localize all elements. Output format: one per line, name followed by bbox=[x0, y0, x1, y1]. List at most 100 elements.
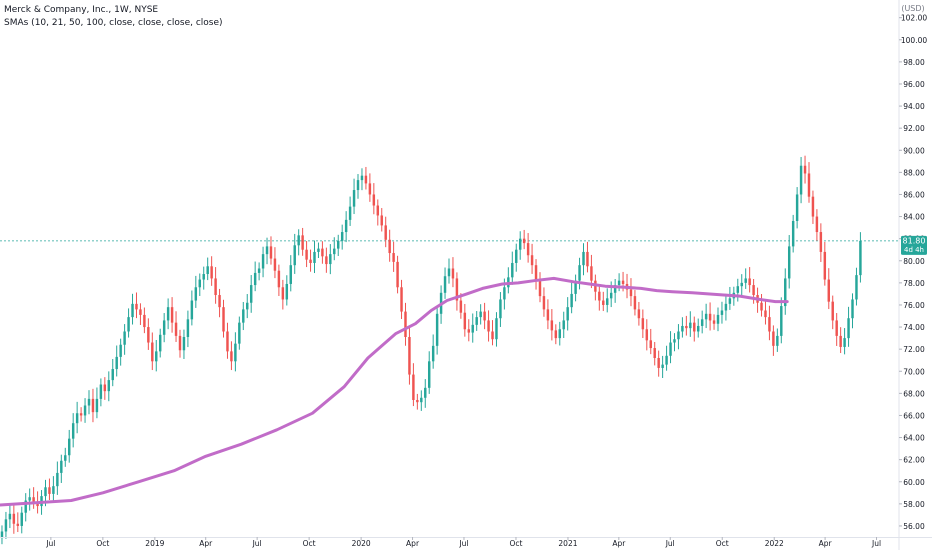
candle bbox=[396, 255, 399, 294]
candle-body bbox=[518, 238, 522, 250]
candle-body bbox=[178, 335, 182, 351]
candle-body bbox=[558, 329, 561, 339]
time-axis[interactable]: Jul Oct 2019 Apr Jul Oct 2020 Apr Jul Oct 2021 Apr J… bbox=[0, 537, 932, 548]
candle bbox=[131, 293, 134, 325]
candle bbox=[518, 231, 522, 260]
last-price-badge-bg bbox=[901, 235, 927, 255]
x-tick-label: 2022 bbox=[765, 539, 784, 548]
candle-body bbox=[819, 232, 823, 252]
x-tick-label: Apr bbox=[819, 539, 833, 548]
candle bbox=[590, 254, 593, 289]
candle-body bbox=[427, 361, 431, 388]
candle-body bbox=[586, 251, 589, 267]
candle-body bbox=[574, 280, 577, 294]
candle-body bbox=[234, 343, 237, 362]
candle-body bbox=[289, 265, 292, 284]
candle bbox=[562, 311, 565, 339]
candle bbox=[455, 272, 459, 311]
y-tick-label: 62.00 bbox=[903, 456, 925, 465]
candle-body bbox=[582, 251, 585, 266]
candle bbox=[0, 525, 4, 545]
currency-label[interactable]: (USD) bbox=[901, 4, 924, 13]
candle-body bbox=[629, 289, 633, 297]
candle-body bbox=[190, 300, 194, 320]
chart-title[interactable]: Merck & Company, Inc., 1W, NYSE bbox=[4, 5, 159, 15]
candle-body bbox=[744, 278, 747, 283]
candle-body bbox=[277, 270, 281, 288]
candle-body bbox=[352, 190, 356, 207]
candle-body bbox=[348, 206, 352, 220]
candle-body bbox=[337, 240, 340, 249]
candle bbox=[8, 505, 12, 529]
candle-body bbox=[784, 278, 787, 307]
candle bbox=[736, 278, 740, 302]
y-tick-label: 66.00 bbox=[903, 411, 925, 420]
candle bbox=[424, 379, 427, 408]
candle bbox=[700, 310, 704, 334]
candle-body bbox=[68, 438, 71, 456]
candle bbox=[139, 303, 142, 325]
candle bbox=[206, 257, 209, 281]
candle bbox=[665, 345, 668, 371]
candle bbox=[598, 284, 601, 311]
candle bbox=[12, 503, 16, 534]
candle-body bbox=[83, 405, 87, 416]
candle bbox=[147, 318, 150, 350]
candle-body bbox=[823, 251, 827, 280]
candle-body bbox=[479, 311, 482, 318]
candle bbox=[586, 241, 589, 273]
candle-body bbox=[143, 314, 146, 328]
candle bbox=[166, 298, 170, 330]
candle-body bbox=[313, 251, 316, 263]
x-tick-label: Jul bbox=[665, 539, 675, 548]
candle bbox=[823, 241, 827, 286]
candle bbox=[546, 299, 550, 330]
y-tick-label: 90.00 bbox=[903, 146, 925, 155]
candle-body bbox=[293, 245, 296, 266]
bar-countdown: 4d 4h bbox=[904, 246, 924, 254]
candle bbox=[819, 223, 823, 262]
candle bbox=[784, 268, 787, 315]
candle bbox=[162, 313, 166, 343]
y-tick-label: 68.00 bbox=[903, 389, 925, 398]
candle-body bbox=[162, 320, 166, 335]
candle-body bbox=[420, 397, 423, 403]
candle bbox=[356, 174, 360, 199]
candle-body bbox=[246, 302, 249, 310]
candle-body bbox=[12, 513, 16, 524]
candle-body bbox=[550, 320, 554, 331]
candle bbox=[68, 429, 71, 463]
candle-body bbox=[827, 279, 830, 302]
candle bbox=[712, 314, 716, 330]
candle-body bbox=[467, 329, 471, 333]
candle-body bbox=[700, 319, 704, 326]
candle bbox=[689, 311, 692, 337]
candle-body bbox=[590, 266, 593, 281]
candle bbox=[720, 301, 724, 324]
candle-body bbox=[174, 322, 178, 336]
candle-body bbox=[202, 274, 205, 280]
candle bbox=[633, 290, 637, 316]
candle bbox=[71, 413, 75, 448]
candle bbox=[404, 302, 407, 346]
candle-body bbox=[230, 351, 233, 362]
indicator-label[interactable]: SMAs (10, 21, 50, 100, close, close, clo… bbox=[4, 18, 223, 28]
candle-body bbox=[598, 291, 601, 301]
candle bbox=[178, 329, 182, 358]
y-tick-label: 78.00 bbox=[903, 279, 925, 288]
candle bbox=[807, 162, 811, 203]
candle bbox=[222, 299, 225, 338]
candle-body bbox=[170, 307, 174, 323]
candle bbox=[368, 173, 372, 202]
candle-body bbox=[218, 295, 221, 308]
candle bbox=[376, 199, 380, 226]
candle bbox=[230, 341, 233, 371]
candle-body bbox=[404, 311, 407, 338]
candle bbox=[847, 306, 850, 347]
candle-body bbox=[273, 258, 277, 271]
candle bbox=[261, 246, 265, 278]
candle bbox=[768, 305, 771, 341]
candle-body bbox=[147, 327, 150, 343]
candle-body bbox=[720, 310, 724, 315]
